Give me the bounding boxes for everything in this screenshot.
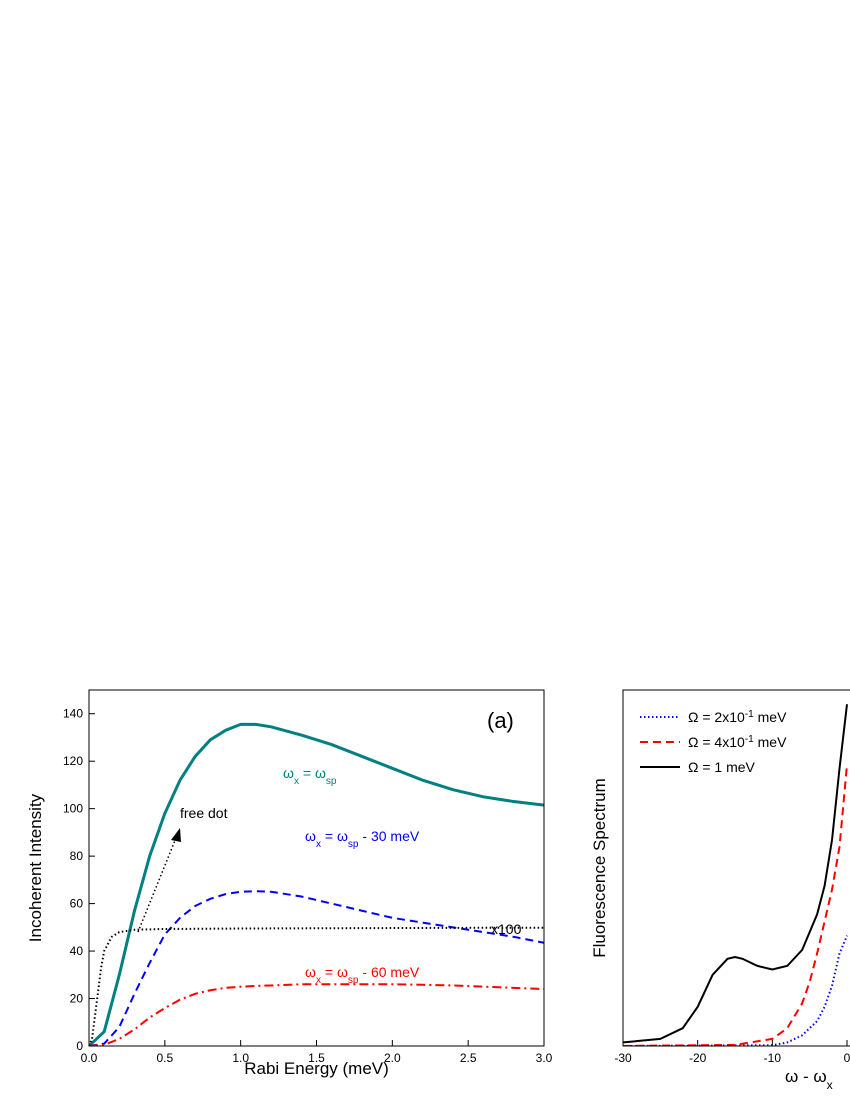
plot [623, 704, 848, 1046]
x-tick-label: 0 [844, 1051, 850, 1065]
x-tick-label: 0.0 [81, 1051, 98, 1065]
text-part: meV [754, 734, 787, 750]
text-part: meV [754, 709, 787, 725]
text-part: ω [283, 765, 294, 781]
x-tick-label: 1.5 [308, 1051, 325, 1065]
series-line [623, 764, 848, 1046]
x-axis-title: ω - ωx [785, 1067, 833, 1092]
text-part: sp [348, 975, 359, 986]
curve-label: ωx = ωsp - 30 meV [305, 828, 420, 850]
text-part: x [827, 1078, 833, 1092]
text-part: ω [305, 964, 316, 980]
text-part: = ω [321, 828, 348, 844]
series-line [623, 935, 848, 1046]
text-part: = ω [321, 964, 348, 980]
text-part: x [294, 776, 299, 787]
y-tick-label: 60 [70, 897, 84, 911]
text-part: - 30 meV [359, 828, 420, 844]
y-tick-label: 100 [63, 802, 83, 816]
x-tick-label: -30 [614, 1051, 632, 1065]
x-tick-label: 0.5 [156, 1051, 173, 1065]
legend-label: Ω = 4x10-1 meV [688, 734, 787, 751]
y-axis-title: Fluorescence Spectrum [590, 778, 609, 958]
arrow-head [171, 828, 181, 842]
y-tick-label: 80 [70, 849, 84, 863]
text-part: x [316, 975, 321, 986]
series-line [89, 926, 544, 1046]
series-line [89, 722, 544, 1046]
y-axis-title: Incoherent Intensity [26, 793, 45, 942]
curve-label: ωx = ωsp - 60 meV [305, 964, 420, 986]
x-tick-label: 1.0 [232, 1051, 249, 1065]
series-line [89, 983, 544, 1046]
y-tick-label: 0 [76, 1039, 83, 1053]
plot [89, 722, 544, 1046]
y-tick-label: 40 [70, 944, 84, 958]
text-part: Ω = 4x10 [688, 734, 745, 750]
x-tick-label: 2.5 [460, 1051, 477, 1065]
x-axis-title: Rabi Energy (meV) [244, 1059, 389, 1078]
text-part: Ω = 1 meV [688, 759, 756, 775]
plot-frame [88, 689, 545, 1047]
curve-label: ωx = ωsp [283, 765, 337, 787]
y-tick-label: 140 [63, 707, 83, 721]
annotation: free dot [180, 805, 228, 821]
text-part: -1 [745, 734, 754, 745]
legend-label: Ω = 1 meV [688, 759, 756, 775]
text-part: Ω = 2x10 [688, 709, 745, 725]
text-part: = ω [299, 765, 326, 781]
x-tick-label: -10 [764, 1051, 782, 1065]
text-part: ω [305, 828, 316, 844]
x-tick-label: 2.0 [384, 1051, 401, 1065]
text-part: x [316, 839, 321, 850]
x-tick-label: 3.0 [536, 1051, 553, 1065]
text-part: sp [326, 776, 337, 787]
annotation: (a) [487, 708, 514, 733]
series-line [89, 890, 544, 1046]
y-tick-label: 20 [70, 992, 84, 1006]
text-part: - 60 meV [359, 964, 420, 980]
x-tick-label: -20 [689, 1051, 707, 1065]
arrow [137, 837, 177, 933]
text-part: -1 [745, 709, 754, 720]
text-part: sp [348, 839, 359, 850]
text-part: ω - ω [785, 1067, 827, 1086]
y-tick-label: 120 [63, 754, 83, 768]
series-line [623, 704, 848, 1044]
legend-label: Ω = 2x10-1 meV [688, 709, 787, 726]
annotation: x100 [491, 921, 522, 937]
